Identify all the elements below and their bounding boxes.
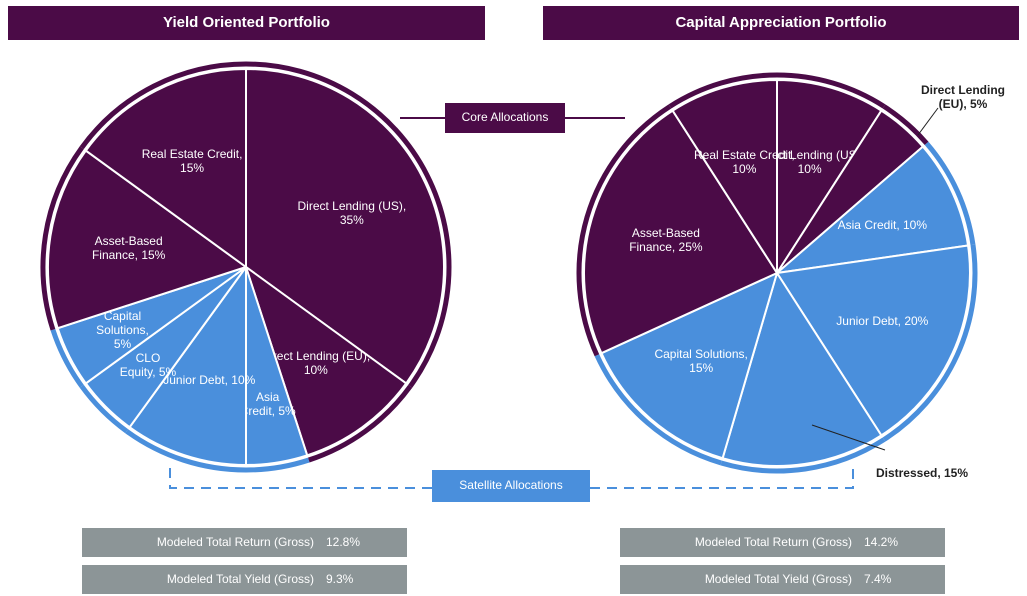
metric-label: Modeled Total Return (Gross) — [695, 535, 852, 549]
slice-label: Direct Lending (EU), 5% — [920, 83, 1005, 111]
satellite-connector — [169, 465, 854, 489]
slice-rim — [594, 354, 722, 466]
chart-title: Yield Oriented Portfolio — [163, 14, 330, 31]
satellite-box — [432, 470, 590, 502]
metric-value: 7.4% — [864, 572, 892, 586]
metric-label: Modeled Total Yield (Gross) — [705, 572, 852, 586]
title-bar — [8, 6, 485, 40]
pie-slice — [583, 109, 779, 355]
slice-label: Direct Lending (US), 35% — [297, 199, 407, 228]
slice-label: Real Estate Credit, 15% — [141, 147, 243, 176]
metric-value: 14.2% — [864, 535, 898, 549]
pie-slice — [244, 264, 408, 457]
slice-label-box: Asia Credit, 10% — [837, 217, 928, 232]
metric-box — [82, 528, 407, 557]
pie-slice — [773, 145, 970, 275]
slice-label-box: CLO Equity, 5% — [119, 351, 177, 379]
slice-rim — [720, 437, 886, 474]
chart-title: Capital Appreciation Portfolio — [675, 14, 886, 31]
slice-label-box: Real Estate Credit, 15% — [141, 147, 243, 176]
slice-label-box: Asia Credit, 5% — [239, 389, 296, 418]
slice-label-box: Junior Debt, 10% — [163, 372, 256, 387]
slice-label: Capital Solutions, 5% — [96, 308, 149, 351]
pie-slice — [671, 78, 778, 277]
slice-label-box: Asset-Based Finance, 25% — [629, 226, 703, 255]
slice-label-box: Capital Solutions, 15% — [654, 346, 748, 375]
pie-slice — [47, 149, 249, 330]
slice-label: Direct Lending (US), 10% — [755, 147, 864, 176]
slice-label-box: Direct Lending (US), 10% — [755, 147, 864, 176]
slice-label: Asset-Based Finance, 15% — [91, 234, 166, 263]
slice-rim — [668, 72, 778, 109]
slice-label: Capital Solutions, 15% — [654, 346, 748, 375]
core-label: Core Allocations — [462, 110, 549, 124]
metric-value: 9.3% — [326, 572, 354, 586]
slice-label-box: Direct Lending (EU), 5% — [920, 83, 1005, 111]
slice-rim — [245, 61, 452, 388]
slice-rim — [245, 457, 310, 473]
metric-box — [620, 565, 945, 594]
slice-rim — [50, 328, 84, 388]
slice-label-box: Capital Solutions, 5% — [96, 308, 149, 351]
slice-rim — [576, 104, 672, 357]
slice-label: Direct Lending (EU), 10% — [261, 349, 371, 378]
pie-slice — [721, 270, 883, 467]
pie-slice — [245, 67, 445, 385]
slice-rim — [307, 384, 413, 463]
metric-value: 12.8% — [326, 535, 360, 549]
slice-rim — [882, 244, 978, 442]
slice-label: Asia Credit, 10% — [837, 217, 928, 232]
metric-box — [82, 565, 407, 594]
slice-rim — [79, 384, 129, 434]
slice-label-box: Real Estate Credit, 10% — [694, 147, 795, 176]
slice-label-box: Distressed, 15% — [875, 466, 969, 480]
pie-slice — [776, 78, 883, 277]
title-bar — [543, 6, 1019, 40]
metric-box — [620, 528, 945, 557]
pie-slice — [775, 244, 971, 437]
slice-label-box: Direct Lending (EU), 10% — [261, 349, 371, 378]
pie-slice — [600, 271, 779, 460]
leader-line — [917, 107, 939, 136]
slice-label: Distressed, 15% — [875, 466, 969, 480]
slice-rim — [882, 104, 929, 145]
satellite-label: Satellite Allocations — [459, 478, 562, 492]
slice-label-box: Junior Debt, 20% — [836, 314, 929, 329]
slice-rim — [79, 61, 247, 150]
metric-label: Modeled Total Return (Gross) — [157, 535, 314, 549]
leader-line — [811, 424, 886, 451]
slice-rim — [924, 141, 976, 246]
slice-label: Junior Debt, 20% — [836, 314, 929, 329]
slice-label-box: Direct Lending (US), 35% — [297, 199, 407, 228]
slice-label: Real Estate Credit, 10% — [694, 147, 795, 176]
slice-rim — [125, 429, 247, 473]
slice-label: Asset-Based Finance, 25% — [629, 226, 703, 255]
slice-label: CLO Equity, 5% — [119, 351, 177, 379]
pie-slice — [128, 263, 247, 467]
slice-label-box: Asset-Based Finance, 15% — [91, 234, 166, 263]
pie-slice — [84, 67, 247, 269]
core-box — [445, 103, 565, 133]
slice-label: Asia Credit, 5% — [239, 389, 296, 418]
slice-rim — [40, 146, 84, 331]
slice-rim — [776, 72, 886, 109]
metric-label: Modeled Total Yield (Gross) — [167, 572, 314, 586]
slice-label: Junior Debt, 10% — [163, 372, 256, 387]
